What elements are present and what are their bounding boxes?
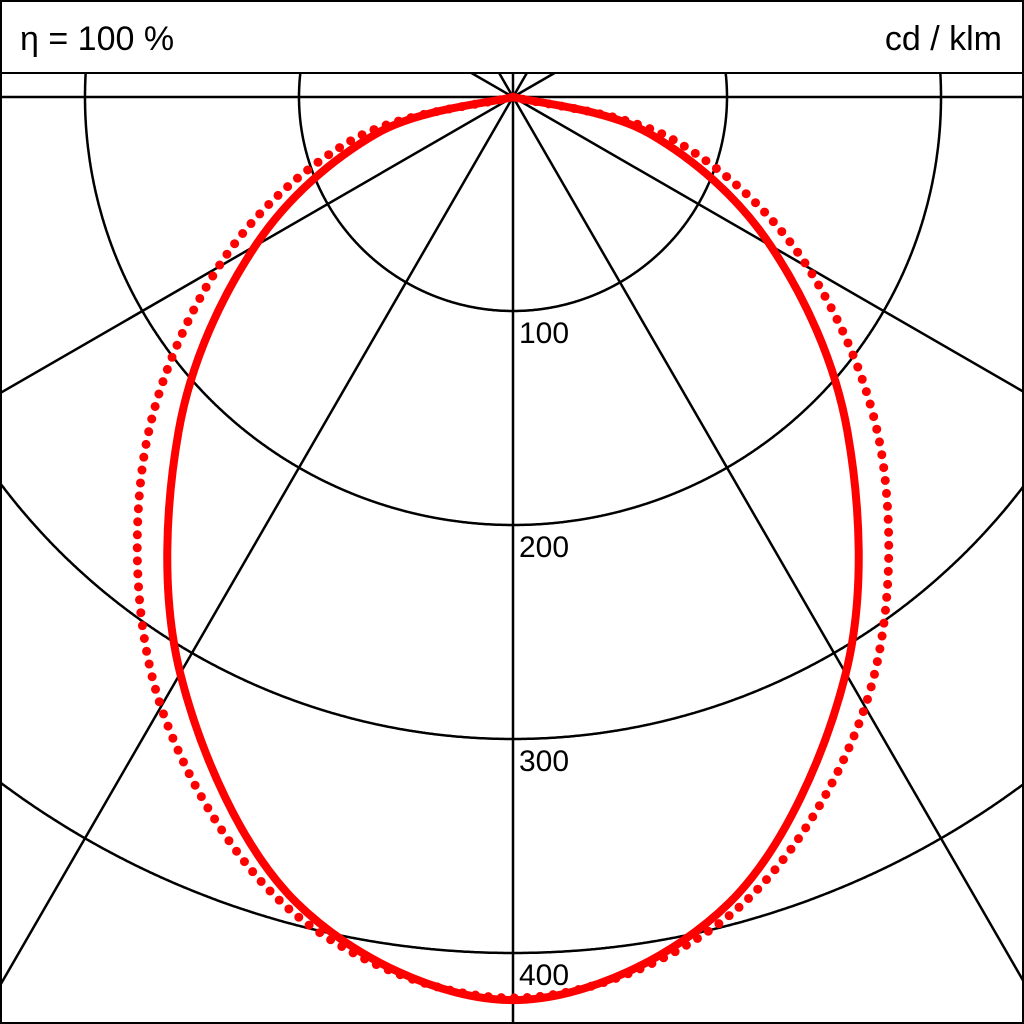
radial-tick-label: 100	[519, 317, 569, 350]
angle-gridline	[0, 96, 515, 987]
radial-tick-label: 300	[519, 745, 569, 778]
series-curve-dotted	[132, 92, 894, 1003]
radial-tick-label: 200	[519, 531, 569, 564]
radial-tick-label: 400	[519, 959, 569, 992]
angle-gridline	[511, 96, 1024, 983]
efficiency-label: η = 100 %	[20, 20, 174, 58]
radial-grid-circle	[0, 781, 1024, 955]
radial-grid-circle	[83, 0, 943, 527]
header-band	[0, 0, 1024, 74]
unit-label: cd / klm	[885, 20, 1002, 58]
radial-grid-circle	[0, 482, 1024, 741]
